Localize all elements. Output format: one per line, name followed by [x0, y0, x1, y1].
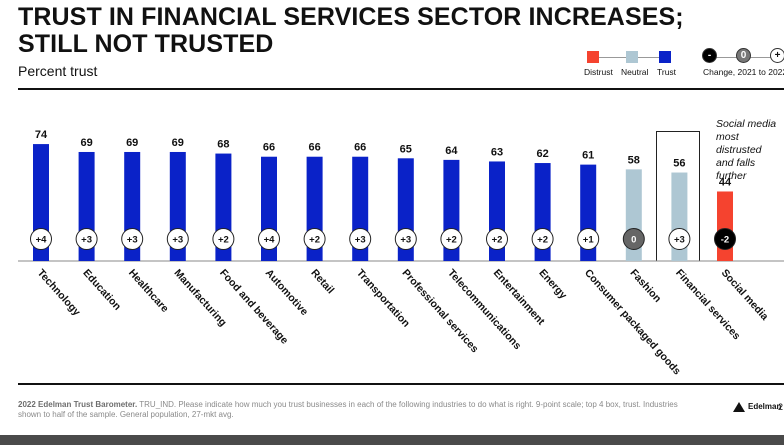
change-badge-automotive: [258, 228, 280, 250]
source-footnote: 2022 Edelman Trust Barometer. TRU_IND. P…: [18, 400, 678, 420]
category-label-social-media: Social media: [719, 267, 771, 323]
change-badge-consumer-packaged-goods: [577, 228, 600, 250]
change-label-social-media: -2: [721, 235, 729, 246]
category-label-consumer-packaged-goods: Consumer packaged goods: [582, 267, 683, 377]
change-badge-entertainment: [486, 228, 508, 250]
source-text: TRU_IND. Please indicate how much you tr…: [18, 400, 678, 419]
brand-name: Edelman: [748, 402, 782, 412]
legend-label-trust: Trust: [657, 67, 677, 77]
change-label-entertainment: +2: [492, 235, 503, 246]
value-label-education: 69: [80, 137, 92, 149]
bottom-bar: [0, 435, 784, 445]
chart-annotation: Social media most distrusted and falls f…: [716, 118, 777, 182]
bottom-divider: [18, 383, 784, 385]
bar-chart: 74 +4 Technology 69 +3 Education 69 +3 Healthcar…: [18, 129, 784, 377]
legend-line: [638, 57, 659, 58]
edelman-logo-icon: [733, 402, 745, 412]
change-badge-professional-services: [394, 228, 417, 250]
category-label-automotive: Automotive: [263, 267, 311, 318]
change-label-transportation: +3: [355, 235, 366, 246]
change-badge-education: [75, 228, 98, 250]
change-label-healthcare: +3: [127, 235, 138, 246]
value-label-retail: 66: [308, 142, 320, 154]
change-badge-telecommunications: [440, 228, 463, 250]
change-badge-retail: [303, 228, 326, 250]
change-label-food-and-beverage: +2: [218, 235, 229, 246]
legend-swatch-distrust: [587, 51, 599, 63]
value-label-financial-services: 56: [673, 158, 685, 170]
change-badge-financial-services: [668, 228, 691, 250]
value-label-automotive: 66: [263, 142, 275, 154]
change-label-retail: +2: [309, 235, 320, 246]
change-badge-manufacturing: [166, 228, 189, 250]
value-label-food-and-beverage: 68: [217, 139, 229, 151]
chart-subtitle: Percent trust: [18, 63, 98, 79]
legend-label-neutral: Neutral: [621, 67, 649, 77]
value-label-entertainment: 63: [491, 146, 503, 158]
change-label-education: +3: [81, 235, 92, 246]
source-title: 2022 Edelman Trust Barometer.: [18, 400, 138, 409]
change-label-professional-services: +3: [400, 235, 411, 246]
change-zero-icon: 0: [736, 48, 751, 63]
page-title: TRUST IN FINANCIAL SERVICES SECTOR INCRE…: [18, 3, 684, 58]
change-negative-icon: -: [702, 48, 717, 63]
change-badge-energy: [531, 228, 554, 250]
page-number: 2: [778, 402, 784, 412]
value-label-consumer-packaged-goods: 61: [582, 150, 594, 162]
change-badge-technology: [30, 228, 52, 250]
category-label-education: Education: [80, 267, 123, 313]
category-label-energy: Energy: [536, 267, 569, 302]
category-label-retail: Retail: [308, 267, 336, 296]
change-badge-fashion: [622, 228, 645, 250]
legend-label-distrust: Distrust: [584, 67, 613, 77]
legend-change-label: Change, 2021 to 2022: [703, 67, 784, 77]
value-label-technology: 74: [35, 129, 48, 141]
value-label-manufacturing: 69: [172, 137, 184, 149]
change-badge-healthcare: [121, 228, 144, 250]
legend-swatch-neutral: [626, 51, 638, 63]
category-label-professional-services: Professional services: [400, 267, 481, 355]
change-label-technology: +4: [36, 235, 48, 246]
category-label-technology: Technology: [35, 267, 83, 318]
top-divider: [18, 88, 784, 90]
legend: Distrust Neutral Trust - 0 + Change, 202…: [582, 47, 784, 81]
value-label-social-media: 44: [719, 176, 732, 188]
brand-logo: Edelman: [733, 402, 781, 412]
legend-swatch-trust: [659, 51, 671, 63]
value-label-telecommunications: 64: [445, 145, 458, 157]
change-label-manufacturing: +3: [172, 235, 183, 246]
change-label-automotive: +4: [264, 235, 276, 246]
financial-services-highlight: [656, 131, 700, 261]
change-label-fashion: 0: [631, 235, 636, 246]
category-label-fashion: Fashion: [628, 267, 664, 305]
change-badge-social-media: [714, 228, 736, 250]
change-badge-food-and-beverage: [212, 228, 235, 250]
change-badge-transportation: [349, 228, 372, 250]
change-label-energy: +2: [537, 235, 548, 246]
change-positive-icon: +: [770, 48, 784, 63]
change-label-consumer-packaged-goods: +1: [583, 235, 595, 246]
category-label-healthcare: Healthcare: [126, 267, 171, 315]
value-label-healthcare: 69: [126, 137, 138, 149]
value-label-energy: 62: [536, 148, 548, 160]
value-label-transportation: 66: [354, 142, 366, 154]
value-label-professional-services: 65: [400, 143, 412, 155]
legend-line: [599, 57, 631, 58]
change-label-telecommunications: +2: [446, 235, 457, 246]
change-label-financial-services: +3: [674, 235, 685, 246]
value-label-fashion: 58: [628, 154, 640, 166]
bar-social-media: [717, 191, 733, 261]
